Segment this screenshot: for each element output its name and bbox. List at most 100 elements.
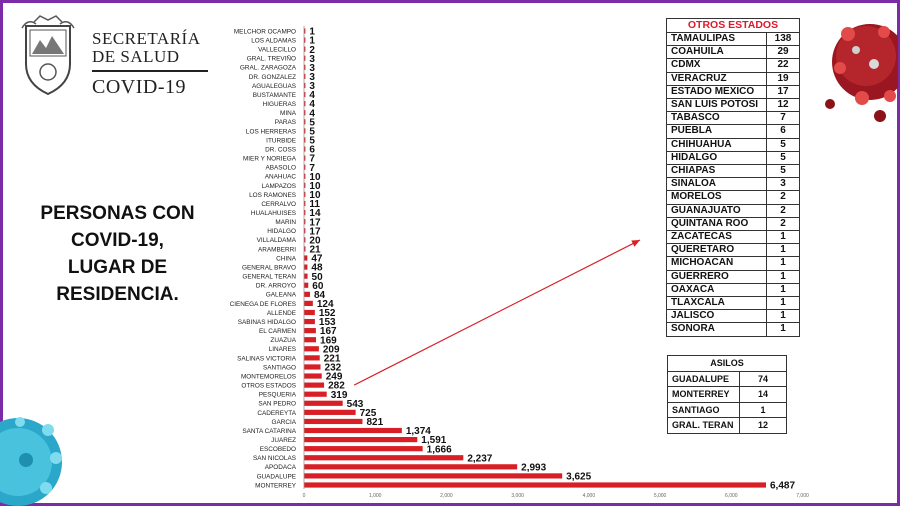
- bar: [304, 309, 315, 316]
- category-label: SABINAS HIDALGO: [238, 319, 296, 326]
- bar: [304, 482, 766, 488]
- row-label: MICHOACAN: [666, 256, 767, 271]
- value-label: 2,993: [521, 462, 546, 473]
- x-tick-label: 1,000: [369, 493, 382, 499]
- value-label: 1: [309, 36, 315, 47]
- bar: [304, 228, 306, 234]
- row-value: 5: [766, 164, 800, 179]
- asilos-row: GRAL. TERAN 12: [667, 417, 787, 434]
- otros-estados-row: ZACATECAS 1: [666, 230, 800, 245]
- value-label: 249: [326, 372, 343, 383]
- row-value: 29: [766, 45, 800, 60]
- bar: [304, 210, 306, 216]
- bar: [304, 382, 325, 388]
- otros-estados-row: MICHOACAN 1: [666, 256, 800, 271]
- category-label: GUADALUPE: [257, 473, 296, 480]
- category-label: SALINAS VICTORIA: [237, 355, 297, 362]
- category-label: HIGUERAS: [263, 101, 296, 108]
- otros-estados-row: CHIHUAHUA 5: [666, 137, 800, 152]
- otros-estados-row: VERACRUZ 19: [666, 71, 800, 86]
- bar: [304, 37, 306, 43]
- value-label: 3: [309, 54, 315, 65]
- otros-estados-row: GUERRERO 1: [666, 269, 800, 284]
- category-label: HIDALGO: [267, 228, 296, 235]
- value-label: 1: [309, 27, 315, 38]
- bar: [304, 128, 306, 134]
- x-tick-label: 6,000: [725, 493, 738, 499]
- category-label: OTROS ESTADOS: [241, 383, 296, 390]
- bar: [304, 264, 308, 270]
- category-label: GRAL. TREVIÑO: [247, 54, 296, 63]
- bar: [304, 437, 418, 443]
- value-label: 3: [309, 81, 315, 92]
- category-label: PARAS: [275, 119, 296, 126]
- category-label: ALLENDE: [267, 310, 296, 317]
- row-value: 12: [766, 98, 800, 113]
- row-label: JALISCO: [666, 309, 767, 324]
- row-label: ZACATECAS: [666, 230, 767, 245]
- category-label: GENERAL BRAVO: [242, 264, 296, 271]
- bar: [304, 146, 306, 152]
- bar: [304, 246, 306, 252]
- bar: [304, 137, 306, 143]
- value-label: 50: [312, 272, 324, 283]
- slide-headline: PERSONAS CON COVID-19, LUGAR DE RESIDENC…: [20, 200, 215, 308]
- value-label: 3: [309, 72, 315, 83]
- row-label: CHIHUAHUA: [666, 137, 767, 152]
- bar: [304, 46, 306, 52]
- x-axis: 0 1,000 2,000 3,000 4,000 5,000 6,000 7,000: [303, 26, 809, 499]
- x-tick-label: 7,000: [796, 493, 809, 499]
- category-label: HUALAHUISES: [251, 210, 296, 217]
- row-label: MORELOS: [666, 190, 767, 205]
- bar: [304, 82, 306, 89]
- value-label: 17: [309, 217, 321, 228]
- value-label: 11: [309, 199, 320, 210]
- bars: [304, 28, 766, 488]
- row-label: GRAL. TERAN: [667, 417, 740, 434]
- row-label: SONORA: [666, 322, 767, 337]
- bar: [304, 464, 518, 470]
- bar: [304, 446, 423, 452]
- otros-estados-row: TLAXCALA 1: [666, 296, 800, 311]
- x-tick-label: 5,000: [654, 493, 667, 499]
- row-value: 19: [766, 71, 800, 86]
- category-label: GENERAL TERAN: [242, 274, 296, 281]
- logo-line-2: DE SALUD: [92, 47, 180, 66]
- category-label: PESQUERIA: [259, 392, 297, 399]
- row-value: 14: [739, 386, 787, 403]
- value-label: 10: [309, 181, 321, 192]
- value-label: 282: [328, 381, 345, 392]
- bar: [304, 355, 320, 361]
- otros-estados-row: JALISCO 1: [666, 309, 800, 324]
- asilos-row: MONTERREY 14: [667, 386, 787, 403]
- value-label: 543: [347, 399, 364, 410]
- otros-estados-row: CDMX 22: [666, 58, 800, 73]
- row-label: TAMAULIPAS: [666, 31, 767, 47]
- category-label: JUAREZ: [271, 437, 296, 444]
- row-label: SANTIAGO: [667, 401, 740, 419]
- row-value: 74: [739, 370, 787, 388]
- bar: [304, 237, 306, 243]
- category-label: MARIN: [275, 219, 296, 226]
- asilos-row: GUADALUPE 74: [667, 370, 787, 388]
- bar: [304, 155, 306, 161]
- row-label: CDMX: [666, 58, 767, 73]
- headline-line: RESIDENCIA.: [56, 284, 179, 305]
- x-tick-label: 2,000: [440, 493, 453, 499]
- state-crest-icon: [21, 15, 75, 96]
- category-label: MONTERREY: [255, 482, 297, 489]
- row-label: OAXACA: [666, 282, 767, 298]
- value-label: 4: [309, 90, 315, 101]
- bar: [304, 119, 306, 125]
- row-value: 5: [766, 137, 800, 152]
- value-label: 169: [320, 335, 337, 346]
- logo-divider: [92, 70, 208, 72]
- row-label: GUANAJUATO: [666, 203, 767, 218]
- category-label: CADEREYTA: [257, 410, 296, 417]
- virus-illustration-top-right-icon: [825, 24, 898, 122]
- value-label: 4: [309, 108, 315, 119]
- value-label: 7: [309, 154, 315, 165]
- category-label: ESCOBEDO: [260, 446, 296, 453]
- value-label: 5: [309, 136, 315, 147]
- value-label: 2,237: [467, 453, 492, 464]
